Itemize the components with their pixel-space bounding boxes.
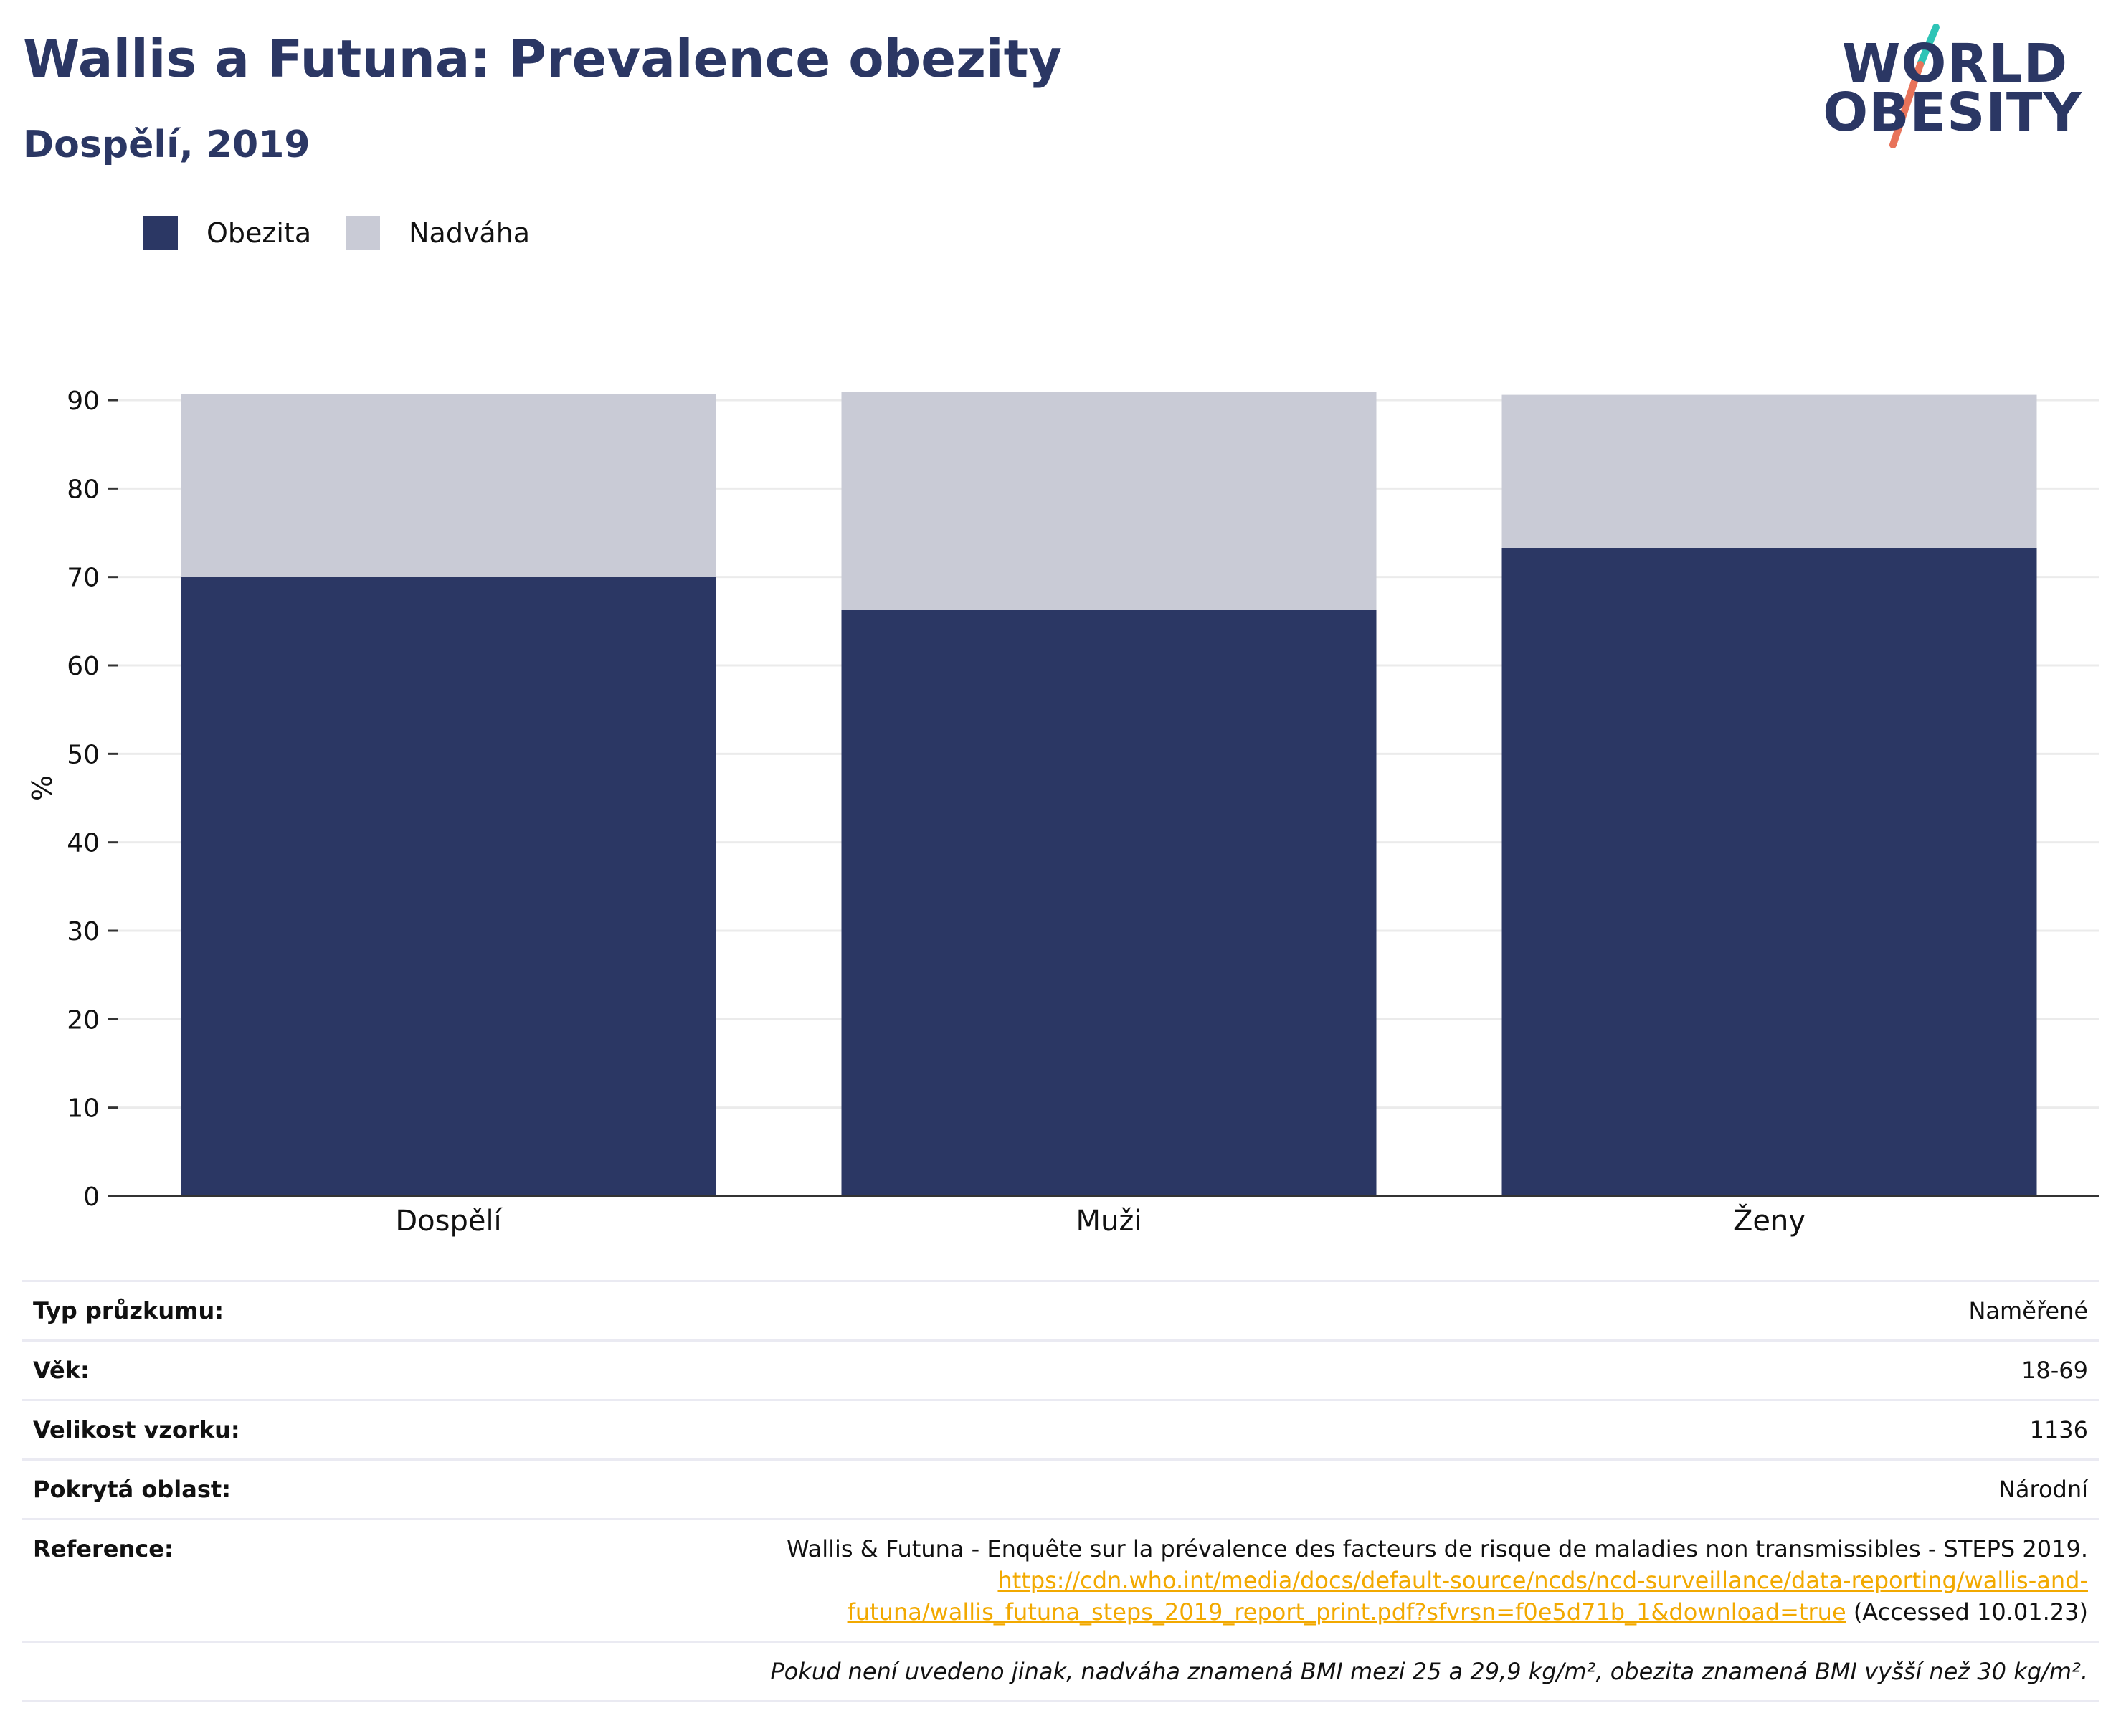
legend-label-overweight: Nadváha bbox=[409, 217, 531, 249]
bmi-definition-note: Pokud není uvedeno jinak, nadváha znamen… bbox=[22, 1641, 2099, 1702]
y-tick-label: 0 bbox=[83, 1182, 100, 1212]
info-label: Typ průzkumu: bbox=[22, 1280, 403, 1341]
world-obesity-logo: WORLD OBESITY bbox=[1823, 22, 2108, 151]
legend-item-obesity[interactable]: Obezita bbox=[143, 216, 311, 250]
y-axis-label: % bbox=[27, 775, 58, 801]
bar-obesity bbox=[1501, 547, 2037, 1196]
reference-accessed-date: (Accessed 10.01.23) bbox=[1846, 1598, 2088, 1626]
logo-word-obesity: OBESITY bbox=[1823, 82, 2082, 143]
logo-word-world: WORLD bbox=[1841, 33, 2068, 95]
info-label: Pokrytá oblast: bbox=[22, 1458, 403, 1519]
y-tick-label: 20 bbox=[67, 1005, 100, 1035]
chart-title: Wallis a Futuna: Prevalence obezity bbox=[23, 29, 1063, 89]
legend-item-overweight[interactable]: Nadváha bbox=[346, 216, 530, 250]
reference-link-part-1[interactable]: https://cdn.who.int/media/docs/default-s… bbox=[997, 1567, 2088, 1594]
legend: Obezita Nadváha bbox=[143, 212, 530, 255]
bar-overweight bbox=[181, 394, 716, 577]
info-value: 1136 bbox=[403, 1399, 2099, 1460]
x-tick-label: Ženy bbox=[1733, 1203, 1806, 1238]
bar-obesity bbox=[181, 577, 716, 1196]
info-value: Národní bbox=[403, 1458, 2099, 1519]
info-row-age: Věk: 18-69 bbox=[22, 1339, 2099, 1400]
logo-slash-icon bbox=[1889, 24, 1940, 148]
y-tick-label: 80 bbox=[67, 475, 100, 504]
info-label: Reference: bbox=[22, 1518, 403, 1642]
legend-swatch-overweight bbox=[346, 216, 381, 250]
info-row-sample-size: Velikost vzorku: 1136 bbox=[22, 1399, 2099, 1460]
bar-chart: 0 10 20 30 40 50 60 70 80 90% Dospělí Muži Ženy bbox=[27, 386, 2099, 1238]
legend-swatch-obesity bbox=[143, 216, 178, 250]
legend-label-obesity: Obezita bbox=[207, 217, 312, 249]
survey-info-table: Typ průzkumu: Naměřené Věk: 18-69 Veliko… bbox=[22, 1280, 2099, 1702]
y-tick-label: 60 bbox=[67, 652, 100, 681]
info-label: Velikost vzorku: bbox=[22, 1399, 403, 1460]
info-label: Věk: bbox=[22, 1339, 403, 1400]
y-tick-label: 10 bbox=[67, 1094, 100, 1124]
bar-overweight bbox=[1501, 394, 2037, 548]
bar-overweight bbox=[841, 392, 1377, 610]
info-row-reference: Reference: Wallis & Futuna - Enquête sur… bbox=[22, 1518, 2099, 1642]
info-row-survey-type: Typ průzkumu: Naměřené bbox=[22, 1280, 2099, 1341]
y-tick-label: 90 bbox=[67, 386, 100, 416]
y-tick-label: 50 bbox=[67, 740, 100, 769]
y-tick-label: 40 bbox=[67, 829, 100, 858]
reference-cell: Wallis & Futuna - Enquête sur la prévale… bbox=[403, 1518, 2099, 1642]
x-tick-label: Dospělí bbox=[395, 1205, 503, 1238]
bar-obesity bbox=[841, 610, 1377, 1196]
info-row-note: Pokud není uvedeno jinak, nadváha znamen… bbox=[22, 1641, 2099, 1702]
info-value: Naměřené bbox=[403, 1280, 2099, 1341]
y-tick-label: 70 bbox=[67, 564, 100, 593]
reference-link-part-2[interactable]: futuna/wallis_futuna_steps_2019_report_p… bbox=[847, 1598, 1846, 1626]
chart-subtitle: Dospělí, 2019 bbox=[23, 123, 310, 166]
x-tick-label: Muži bbox=[1076, 1205, 1142, 1238]
y-tick-label: 30 bbox=[67, 917, 100, 947]
info-row-area: Pokrytá oblast: Národní bbox=[22, 1458, 2099, 1519]
info-value: 18-69 bbox=[403, 1339, 2099, 1400]
reference-text: Wallis & Futuna - Enquête sur la prévale… bbox=[787, 1535, 2088, 1562]
